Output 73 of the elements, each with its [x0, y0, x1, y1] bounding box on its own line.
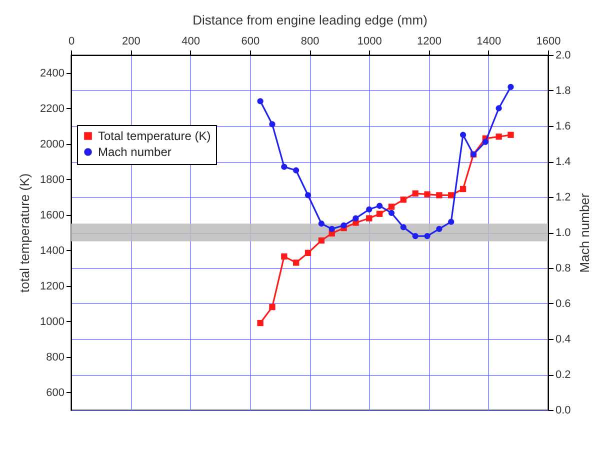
point [436, 192, 442, 198]
x-tick-label: 1000 [357, 36, 382, 48]
y2-tick-label: 0.0 [556, 404, 571, 416]
point [388, 204, 395, 210]
point [304, 192, 312, 198]
y2-tick-label: 0.6 [556, 298, 571, 310]
point [482, 138, 488, 146]
y-tick-label: 2200 [40, 102, 64, 115]
point [281, 164, 288, 170]
y-tick-label: 1000 [40, 316, 64, 328]
y-tick-label: 800 [46, 351, 64, 364]
y-tick-label: 1400 [40, 244, 64, 257]
point [412, 232, 418, 240]
point [424, 232, 430, 240]
point [412, 190, 418, 197]
y2-tick-label: 1.0 [556, 227, 571, 239]
x-tick-label: 1600 [536, 36, 561, 48]
x-axis-title: Distance from engine leading edge (mm) [192, 12, 428, 28]
point [366, 206, 372, 212]
y2-tick-label: 1.6 [556, 120, 571, 132]
point [352, 215, 359, 222]
y-tick-label: 600 [46, 386, 64, 399]
point [366, 215, 372, 222]
y2-tick-label: 0.4 [556, 334, 571, 346]
y2-tick-label: 0.8 [556, 262, 571, 274]
y2-tick-label: 1.4 [556, 156, 571, 168]
y-tick-label: 1600 [40, 209, 64, 222]
point [293, 260, 300, 266]
point [460, 132, 466, 138]
point [496, 105, 502, 112]
point [328, 226, 335, 232]
point [448, 192, 454, 198]
y2-tick-label: 1.2 [556, 192, 571, 204]
point [281, 253, 288, 260]
point [269, 304, 276, 310]
point [424, 191, 430, 198]
y2-tick-label: 2.0 [556, 50, 571, 62]
y-tick-label: 2000 [40, 138, 64, 150]
y-tick-label: 1800 [40, 174, 64, 186]
point [508, 132, 514, 138]
point [508, 84, 514, 90]
point [293, 167, 300, 174]
x-tick-label: 600 [241, 36, 260, 48]
y-axis-title: total temperature (K) [17, 173, 32, 293]
point [400, 196, 406, 203]
y2-tick-label: 1.8 [556, 85, 571, 97]
x-tick-label: 1400 [476, 36, 502, 48]
point [376, 210, 383, 217]
y2-tick-label: 0.2 [556, 369, 571, 381]
x-tick-label: 1200 [417, 36, 442, 48]
point [257, 320, 264, 326]
x-tick-label: 0 [68, 36, 75, 48]
point [388, 210, 395, 216]
point [400, 224, 406, 230]
point [304, 250, 312, 256]
point [340, 222, 347, 228]
point [496, 134, 502, 140]
x-tick-label: 200 [122, 36, 140, 48]
x-tick-label: 800 [300, 36, 320, 48]
point [448, 218, 454, 225]
point [460, 186, 466, 192]
y-tick-label: 1200 [40, 280, 64, 292]
legend-label: Mach number [98, 145, 172, 159]
point [257, 98, 264, 104]
legend-label: Total temperature (K) [98, 129, 211, 143]
x-tick-label: 400 [182, 36, 200, 48]
point [436, 226, 442, 232]
point [376, 202, 383, 209]
point [318, 220, 325, 227]
point [318, 237, 325, 244]
y2-axis-title: Mach number [576, 192, 592, 273]
y-tick-label: 2400 [40, 67, 64, 80]
point [269, 121, 276, 128]
